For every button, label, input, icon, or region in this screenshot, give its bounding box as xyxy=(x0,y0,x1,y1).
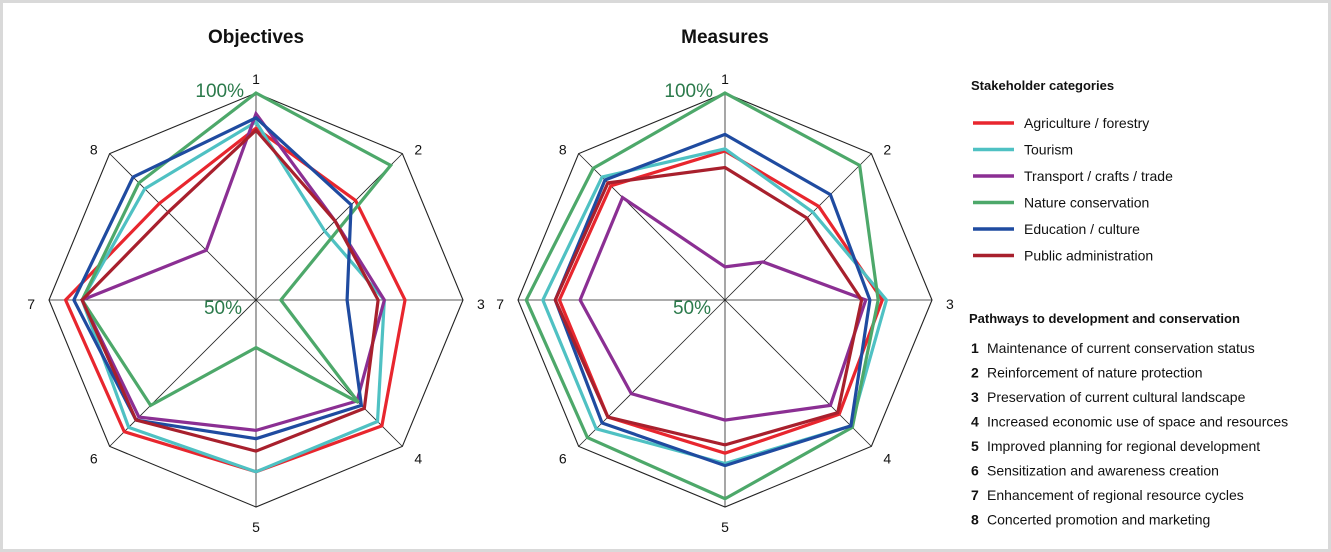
figure-canvas: Objectives 1 2 3 4 5 6 7 8 100% 50% Measures 1 2 3 4 5 6… xyxy=(27,27,1288,535)
spoke-label: 1 xyxy=(721,71,729,87)
legend-item: Public administration xyxy=(973,248,1153,264)
ring-label-50: 50% xyxy=(673,298,711,319)
pathway-number: 1 xyxy=(971,340,979,356)
ring-label-100: 100% xyxy=(664,81,713,102)
pathway-item: 8 Concerted promotion and marketing xyxy=(971,512,1210,528)
chart-title: Objectives xyxy=(208,27,304,48)
pathway-number: 6 xyxy=(971,463,979,479)
pathway-item: 5 Improved planning for regional developm… xyxy=(971,438,1260,454)
pathway-number: 3 xyxy=(971,389,979,405)
pathway-label: Enhancement of regional resource cycles xyxy=(987,487,1244,503)
pathway-label: Increased economic use of space and reso… xyxy=(987,414,1288,430)
pathway-label: Sensitization and awareness creation xyxy=(987,463,1219,479)
chart-title: Measures xyxy=(681,27,769,48)
pathway-item: 7 Enhancement of regional resource cycles xyxy=(971,487,1244,503)
pathway-number: 8 xyxy=(971,512,979,528)
legend-label: Public administration xyxy=(1024,248,1153,264)
series-agriculture-forestry xyxy=(557,149,885,455)
legend-item: Transport / crafts / trade xyxy=(973,168,1173,184)
pathway-item: 4 Increased economic use of space and res… xyxy=(971,414,1288,430)
spoke-label: 8 xyxy=(90,142,98,158)
pathway-item: 3 Preservation of current cultural landsc… xyxy=(971,389,1246,405)
spoke-label: 4 xyxy=(883,450,891,466)
pathway-item: 6 Sensitization and awareness creation xyxy=(971,463,1219,479)
spoke-label: 2 xyxy=(883,142,891,158)
spoke-label: 1 xyxy=(252,71,260,87)
spoke-label: 2 xyxy=(414,142,422,158)
series-transport-crafts-trade xyxy=(79,110,387,433)
pathway-number: 2 xyxy=(971,365,979,381)
spoke-axis-2 xyxy=(255,153,403,301)
series-nature-conservation xyxy=(524,91,880,501)
spoke-label: 5 xyxy=(721,519,729,535)
legend-item: Tourism xyxy=(973,142,1073,158)
spoke-label: 3 xyxy=(946,296,954,312)
pathway-label: Reinforcement of nature protection xyxy=(987,365,1203,381)
spoke-axis-6 xyxy=(578,299,726,447)
legend-item: Agriculture / forestry xyxy=(973,115,1149,131)
pathway-label: Preservation of current cultural landsca… xyxy=(987,389,1246,405)
ring-label-100: 100% xyxy=(195,81,244,102)
legend-item: Nature conservation xyxy=(973,195,1149,211)
objectives-radar-chart: Objectives 1 2 3 4 5 6 7 8 100% 50% xyxy=(27,27,485,535)
series-transport-crafts-trade xyxy=(578,195,868,422)
legend-label: Agriculture / forestry xyxy=(1024,115,1149,131)
stakeholder-legend-heading: Stakeholder categories xyxy=(971,78,1114,93)
series-public-administration xyxy=(80,127,380,453)
legend-label: Education / culture xyxy=(1024,221,1140,237)
spoke-label: 5 xyxy=(252,519,260,535)
spoke-label: 4 xyxy=(414,450,422,466)
spoke-axis-6 xyxy=(109,299,257,447)
pathway-label: Improved planning for regional developme… xyxy=(987,438,1260,454)
series-education-culture xyxy=(553,132,872,468)
pathways-legend-heading: Pathways to development and conservation xyxy=(969,311,1240,326)
ring-label-50: 50% xyxy=(204,298,242,319)
pathways-legend-items: 1 Maintenance of current conservation sta… xyxy=(971,340,1288,528)
series-nature-conservation xyxy=(80,91,394,408)
series-tourism xyxy=(541,147,889,466)
pathway-number: 4 xyxy=(971,414,979,430)
spoke-axis-4 xyxy=(724,299,872,447)
pathway-label: Concerted promotion and marketing xyxy=(987,512,1210,528)
legend-item: Education / culture xyxy=(973,221,1140,237)
spoke-label: 7 xyxy=(496,296,504,312)
pathway-item: 1 Maintenance of current conservation sta… xyxy=(971,340,1255,356)
legend-label: Nature conservation xyxy=(1024,195,1149,211)
legend-label: Transport / crafts / trade xyxy=(1024,168,1173,184)
series-education-culture xyxy=(72,115,364,441)
spoke-label: 7 xyxy=(27,296,35,312)
spoke-axis-2 xyxy=(724,153,872,301)
spoke-label: 8 xyxy=(559,142,567,158)
measures-radar-chart: Measures 1 2 3 4 5 6 7 8 100% 50% xyxy=(496,27,954,535)
pathway-number: 7 xyxy=(971,487,979,503)
pathway-label: Maintenance of current conservation stat… xyxy=(987,340,1255,356)
figure-frame: Objectives 1 2 3 4 5 6 7 8 100% 50% Measures 1 2 3 4 5 6… xyxy=(3,3,1328,549)
stakeholder-legend-items: Agriculture / forestry Tourism Transport /… xyxy=(973,115,1173,264)
spoke-label: 6 xyxy=(90,450,98,466)
spoke-label: 6 xyxy=(559,450,567,466)
pathway-item: 2 Reinforcement of nature protection xyxy=(971,365,1203,381)
pathway-number: 5 xyxy=(971,438,979,454)
series-public-administration xyxy=(553,165,864,447)
legend-label: Tourism xyxy=(1024,142,1073,158)
series-tourism xyxy=(80,119,386,474)
spoke-label: 3 xyxy=(477,296,485,312)
legend: Stakeholder categories Agriculture / for… xyxy=(969,78,1288,528)
